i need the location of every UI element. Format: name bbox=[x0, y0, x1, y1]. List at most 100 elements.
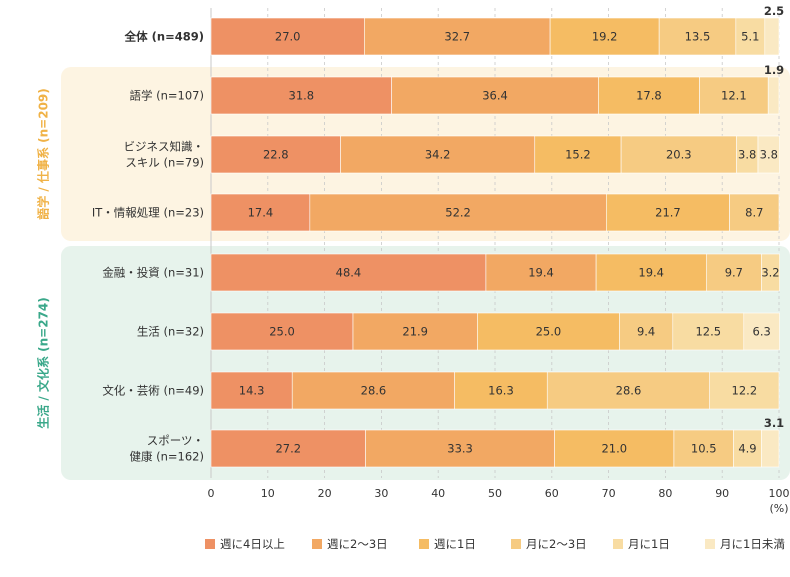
x-tick-label: 30 bbox=[374, 487, 388, 500]
data-label: 22.8 bbox=[263, 148, 289, 162]
data-label: 12.5 bbox=[695, 325, 721, 339]
category-label: 全体 (n=489) bbox=[124, 30, 204, 44]
data-label: 27.0 bbox=[275, 30, 301, 44]
legend-label: 週に4日以上 bbox=[220, 537, 285, 551]
x-tick-label: 40 bbox=[431, 487, 445, 500]
bar-segment bbox=[709, 371, 780, 410]
bar-segment bbox=[549, 17, 660, 56]
category-label: 語学 (n=107) bbox=[129, 89, 204, 103]
legend-swatch bbox=[511, 539, 521, 549]
bar-segment bbox=[485, 253, 597, 292]
legend-swatch bbox=[613, 539, 623, 549]
bar-segment bbox=[658, 17, 737, 56]
data-label: 19.4 bbox=[638, 266, 664, 280]
bar-segment bbox=[210, 253, 487, 292]
data-label: 28.6 bbox=[616, 384, 642, 398]
bar-segment bbox=[291, 371, 455, 410]
data-label: 9.7 bbox=[725, 266, 743, 280]
x-tick-label: 20 bbox=[318, 487, 332, 500]
bar-segment bbox=[699, 76, 769, 115]
data-label: 4.9 bbox=[738, 442, 756, 456]
bars: 27.0 32.7 19.2 13.5 5.1 2.5 31.8 36.4 17.8 12.1 1.… bbox=[210, 4, 784, 468]
data-label: 10.5 bbox=[691, 442, 717, 456]
bar-segment bbox=[729, 193, 780, 232]
bar-segment bbox=[210, 76, 392, 115]
bar-segment bbox=[619, 312, 674, 351]
bar-segment bbox=[352, 312, 478, 351]
data-label: 31.8 bbox=[289, 89, 315, 103]
bar-segment bbox=[454, 371, 548, 410]
data-label: 17.4 bbox=[248, 206, 274, 220]
category-label: IT・情報処理 (n=23) bbox=[92, 206, 204, 220]
bar-segment bbox=[672, 312, 745, 351]
category-label: ビジネス知識・ bbox=[124, 140, 205, 154]
data-label: 14.3 bbox=[239, 384, 265, 398]
bar-segment bbox=[598, 76, 700, 115]
bar-segment bbox=[767, 76, 780, 115]
data-label: 3.1 bbox=[764, 416, 784, 430]
legend-swatch bbox=[419, 539, 429, 549]
category-label: 生活 (n=32) bbox=[137, 325, 204, 339]
bar-segment bbox=[477, 312, 620, 351]
bar-segment bbox=[210, 193, 311, 232]
legend-label: 月に1日未満 bbox=[720, 537, 785, 551]
data-label: 36.4 bbox=[482, 89, 508, 103]
data-label: 48.4 bbox=[336, 266, 362, 280]
group-panel-1 bbox=[61, 246, 790, 480]
data-label: 3.2 bbox=[761, 266, 779, 280]
data-label: 2.5 bbox=[764, 4, 784, 18]
bar-segment bbox=[534, 135, 622, 174]
x-tick-label: 50 bbox=[488, 487, 502, 500]
data-label: 20.3 bbox=[666, 148, 692, 162]
data-label: 12.1 bbox=[721, 89, 747, 103]
category-label: スキル (n=79) bbox=[125, 156, 204, 170]
legend: 週に4日以上 週に2～3日 週に1日 月に2～3日 月に1日 月に1日未満 bbox=[205, 537, 785, 551]
bar-segment bbox=[620, 135, 737, 174]
data-label: 52.2 bbox=[445, 206, 471, 220]
legend-label: 月に1日 bbox=[628, 537, 670, 551]
data-label: 21.7 bbox=[655, 206, 681, 220]
bar-segment bbox=[365, 429, 555, 468]
bar-segment bbox=[733, 429, 762, 468]
data-label: 13.5 bbox=[685, 30, 711, 44]
data-label: 19.2 bbox=[592, 30, 618, 44]
bar-segment bbox=[210, 17, 365, 56]
bar-segment bbox=[761, 429, 780, 468]
data-label: 5.1 bbox=[741, 30, 759, 44]
bar-segment bbox=[364, 17, 551, 56]
x-tick-label: 60 bbox=[545, 487, 559, 500]
x-tick-label: 0 bbox=[208, 487, 215, 500]
bar-segment bbox=[210, 135, 341, 174]
data-label: 25.0 bbox=[269, 325, 295, 339]
data-label: 9.4 bbox=[637, 325, 655, 339]
bar-segment bbox=[595, 253, 707, 292]
data-label: 21.9 bbox=[402, 325, 428, 339]
bar-segment bbox=[309, 193, 607, 232]
legend-swatch bbox=[312, 539, 322, 549]
bar-segment bbox=[764, 17, 780, 56]
data-label: 28.6 bbox=[361, 384, 387, 398]
category-label: 金融・投資 (n=31) bbox=[102, 266, 204, 280]
data-label: 19.4 bbox=[528, 266, 554, 280]
data-label: 25.0 bbox=[536, 325, 562, 339]
data-label: 3.8 bbox=[760, 148, 778, 162]
data-label: 8.7 bbox=[745, 206, 763, 220]
group-label-0: 語学 / 仕事系 (n=209) bbox=[36, 88, 51, 220]
bar-segment bbox=[606, 193, 730, 232]
bar-segment bbox=[757, 135, 780, 174]
data-label: 6.3 bbox=[753, 325, 771, 339]
data-label: 15.2 bbox=[565, 148, 591, 162]
legend-swatch bbox=[705, 539, 715, 549]
data-label: 3.8 bbox=[738, 148, 756, 162]
bar-segment bbox=[546, 371, 711, 410]
legend-label: 週に2～3日 bbox=[327, 537, 388, 551]
group-label-1: 生活 / 文化系 (n=274) bbox=[36, 297, 51, 429]
x-tick-label: 80 bbox=[658, 487, 672, 500]
x-axis-unit: (%) bbox=[769, 502, 788, 515]
x-tick-label: 10 bbox=[261, 487, 275, 500]
data-label: 17.8 bbox=[636, 89, 662, 103]
legend-swatch bbox=[205, 539, 215, 549]
category-label: スポーツ・ bbox=[147, 434, 204, 448]
bar-segment bbox=[340, 135, 536, 174]
